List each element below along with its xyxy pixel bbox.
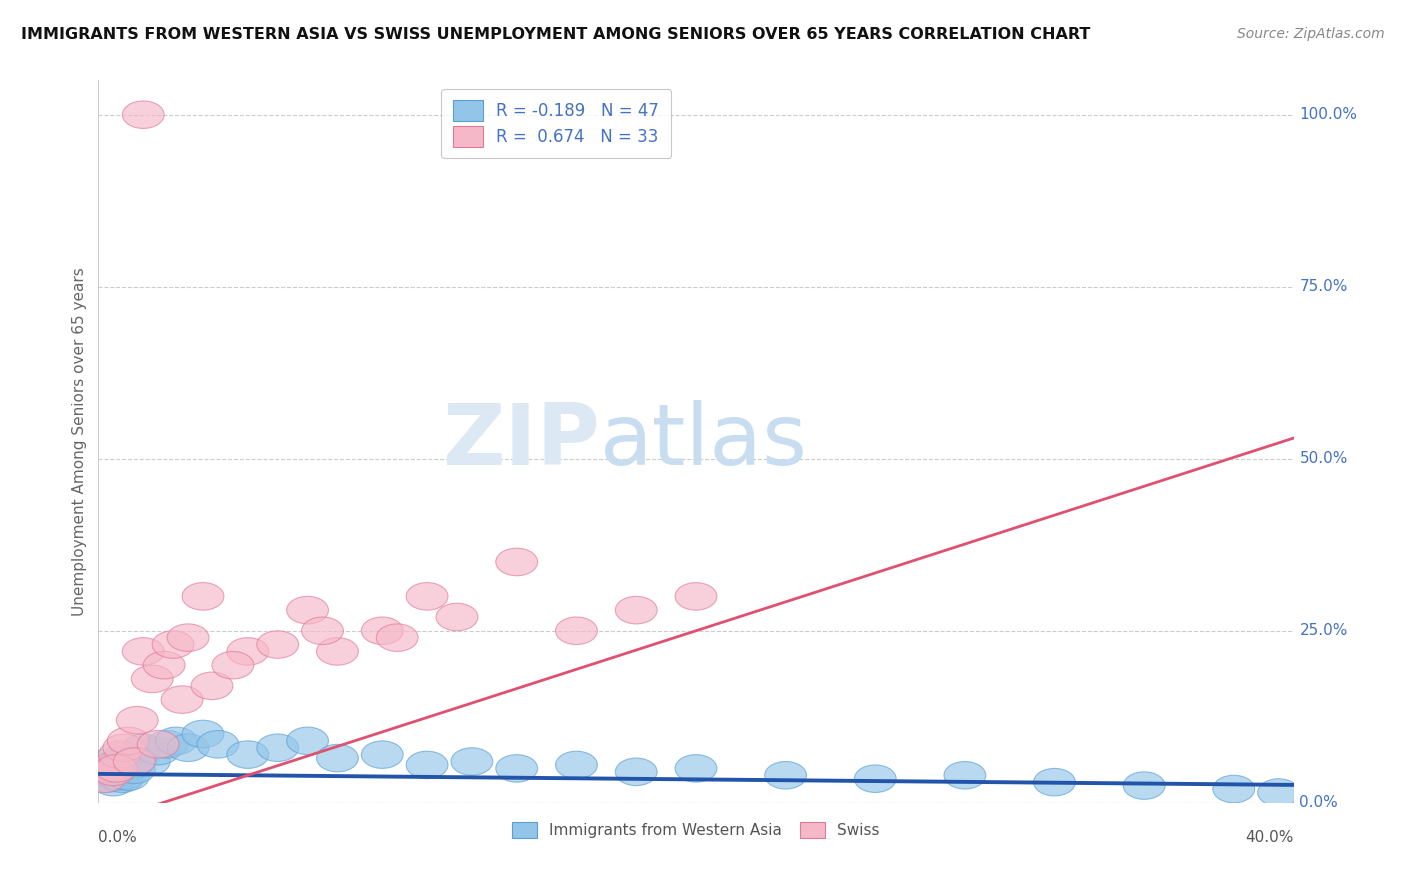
Ellipse shape: [83, 765, 125, 792]
Ellipse shape: [155, 727, 197, 755]
Ellipse shape: [406, 751, 449, 779]
Ellipse shape: [226, 638, 269, 665]
Ellipse shape: [89, 755, 129, 782]
Ellipse shape: [122, 101, 165, 128]
Ellipse shape: [96, 762, 138, 789]
Ellipse shape: [107, 727, 149, 755]
Ellipse shape: [101, 765, 143, 792]
Ellipse shape: [197, 731, 239, 758]
Ellipse shape: [555, 617, 598, 645]
Ellipse shape: [114, 756, 155, 783]
Ellipse shape: [111, 751, 152, 779]
Text: 50.0%: 50.0%: [1299, 451, 1348, 467]
Ellipse shape: [128, 747, 170, 775]
Ellipse shape: [93, 758, 135, 786]
Ellipse shape: [98, 749, 141, 777]
Ellipse shape: [496, 755, 537, 782]
Ellipse shape: [152, 631, 194, 658]
Ellipse shape: [616, 758, 657, 786]
Text: IMMIGRANTS FROM WESTERN ASIA VS SWISS UNEMPLOYMENT AMONG SENIORS OVER 65 YEARS C: IMMIGRANTS FROM WESTERN ASIA VS SWISS UN…: [21, 27, 1091, 42]
Text: 0.0%: 0.0%: [1299, 796, 1339, 810]
Ellipse shape: [436, 603, 478, 631]
Ellipse shape: [287, 727, 329, 755]
Ellipse shape: [100, 758, 142, 786]
Ellipse shape: [226, 741, 269, 768]
Ellipse shape: [616, 597, 657, 624]
Ellipse shape: [212, 651, 254, 679]
Ellipse shape: [131, 665, 173, 693]
Ellipse shape: [377, 624, 418, 651]
Ellipse shape: [122, 638, 165, 665]
Text: 100.0%: 100.0%: [1299, 107, 1358, 122]
Ellipse shape: [301, 617, 343, 645]
Ellipse shape: [855, 765, 896, 792]
Ellipse shape: [114, 747, 155, 775]
Ellipse shape: [103, 734, 145, 762]
Ellipse shape: [91, 747, 132, 775]
Ellipse shape: [89, 756, 129, 783]
Ellipse shape: [83, 763, 125, 790]
Ellipse shape: [191, 672, 233, 699]
Ellipse shape: [117, 706, 159, 734]
Ellipse shape: [943, 762, 986, 789]
Ellipse shape: [117, 744, 159, 772]
Ellipse shape: [316, 638, 359, 665]
Ellipse shape: [183, 720, 224, 747]
Ellipse shape: [105, 755, 148, 782]
Text: 75.0%: 75.0%: [1299, 279, 1348, 294]
Ellipse shape: [107, 763, 149, 790]
Ellipse shape: [146, 731, 188, 758]
Ellipse shape: [257, 734, 298, 762]
Ellipse shape: [451, 747, 494, 775]
Ellipse shape: [167, 734, 209, 762]
Ellipse shape: [675, 755, 717, 782]
Ellipse shape: [122, 734, 165, 762]
Ellipse shape: [257, 631, 298, 658]
Ellipse shape: [496, 549, 537, 575]
Text: 0.0%: 0.0%: [98, 830, 138, 846]
Ellipse shape: [82, 758, 124, 786]
Ellipse shape: [138, 731, 179, 758]
Y-axis label: Unemployment Among Seniors over 65 years: Unemployment Among Seniors over 65 years: [72, 268, 87, 615]
Ellipse shape: [93, 768, 135, 796]
Ellipse shape: [138, 738, 179, 765]
Text: 25.0%: 25.0%: [1299, 624, 1348, 639]
Ellipse shape: [90, 760, 131, 788]
Ellipse shape: [98, 741, 141, 768]
Ellipse shape: [1213, 775, 1254, 803]
Ellipse shape: [361, 741, 404, 768]
Ellipse shape: [87, 765, 128, 792]
Ellipse shape: [162, 686, 202, 714]
Ellipse shape: [84, 753, 127, 780]
Legend: Immigrants from Western Asia, Swiss: Immigrants from Western Asia, Swiss: [505, 814, 887, 846]
Ellipse shape: [1123, 772, 1166, 799]
Ellipse shape: [555, 751, 598, 779]
Text: Source: ZipAtlas.com: Source: ZipAtlas.com: [1237, 27, 1385, 41]
Ellipse shape: [96, 755, 138, 782]
Ellipse shape: [287, 597, 329, 624]
Ellipse shape: [183, 582, 224, 610]
Ellipse shape: [103, 747, 145, 774]
Ellipse shape: [406, 582, 449, 610]
Ellipse shape: [1258, 779, 1299, 806]
Text: ZIP: ZIP: [443, 400, 600, 483]
Ellipse shape: [316, 744, 359, 772]
Ellipse shape: [1033, 768, 1076, 796]
Ellipse shape: [94, 751, 136, 779]
Ellipse shape: [167, 624, 209, 651]
Ellipse shape: [97, 763, 139, 790]
Ellipse shape: [361, 617, 404, 645]
Ellipse shape: [765, 762, 807, 789]
Text: 40.0%: 40.0%: [1246, 830, 1294, 846]
Ellipse shape: [104, 762, 146, 789]
Text: atlas: atlas: [600, 400, 808, 483]
Ellipse shape: [675, 582, 717, 610]
Ellipse shape: [143, 651, 186, 679]
